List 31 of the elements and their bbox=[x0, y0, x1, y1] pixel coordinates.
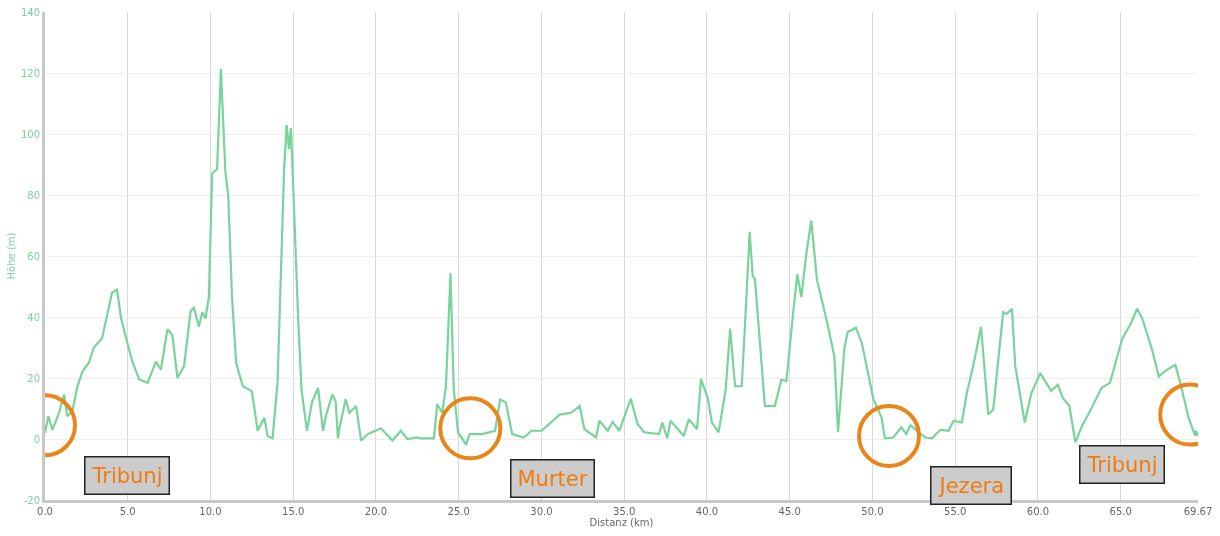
y-tick-label: 40 bbox=[27, 311, 40, 323]
y-tick-label: 0 bbox=[33, 433, 40, 445]
x-tick-label: 20.0 bbox=[364, 506, 388, 517]
x-tick-label: 15.0 bbox=[282, 506, 305, 517]
x-tick-label: 65.0 bbox=[1109, 506, 1132, 517]
x-tick-label: 0.0 bbox=[37, 506, 53, 517]
x-tick-label: 45.0 bbox=[778, 506, 801, 517]
annotation: Murter bbox=[517, 466, 588, 491]
annotation: Jezera bbox=[937, 473, 1005, 498]
x-tick-label: 55.0 bbox=[944, 506, 967, 517]
x-axis-title: Distanz (km) bbox=[589, 517, 654, 528]
y-tick-label: 120 bbox=[20, 67, 40, 79]
annotation: Tribunj bbox=[91, 463, 163, 488]
y-tick-label: 80 bbox=[27, 189, 40, 201]
x-tick-label: 25.0 bbox=[447, 506, 470, 517]
y-tick-label: 20 bbox=[27, 372, 40, 384]
annotation: Tribunj bbox=[1086, 452, 1158, 477]
x-tick-label: 5.0 bbox=[119, 506, 136, 517]
y-tick-label: -20 bbox=[23, 494, 40, 506]
x-tick-label: 10.0 bbox=[199, 506, 222, 517]
x-tick-label: 40.0 bbox=[695, 506, 719, 517]
x-tick-label: 69.67 bbox=[1183, 506, 1213, 517]
y-axis-title: Höhe (m) bbox=[5, 232, 17, 280]
x-tick-label: 50.0 bbox=[861, 506, 884, 517]
y-tick-label: 100 bbox=[20, 128, 40, 140]
line-series bbox=[45, 67, 1198, 446]
y-tick-label: 140 bbox=[20, 6, 40, 18]
x-tick-label: 30.0 bbox=[530, 506, 553, 517]
x-tick-label: 60.0 bbox=[1026, 506, 1050, 517]
x-tick-label: 35.0 bbox=[613, 506, 636, 517]
y-tick-label: 60 bbox=[27, 250, 40, 262]
